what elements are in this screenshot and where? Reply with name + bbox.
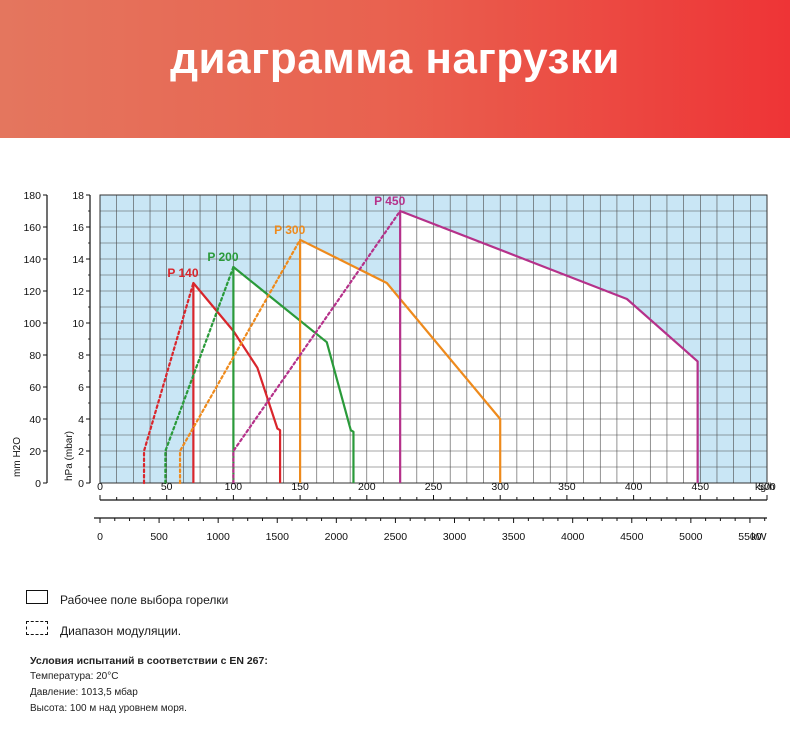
legend-modulation-swatch (26, 621, 48, 635)
hpa-tick-label: 14 (72, 254, 84, 266)
plot-frame (99, 194, 768, 484)
kw-tick-label: 1000 (206, 531, 230, 543)
kw-tick-label: 2500 (384, 531, 408, 543)
series-working-field-0 (192, 281, 282, 483)
legend-working-field-swatch (26, 590, 48, 604)
series-modulation-2 (178, 238, 302, 485)
mm-tick-label: 60 (29, 382, 41, 394)
hpa-tick-label: 0 (78, 478, 84, 490)
page-title: диаграмма нагрузки (170, 34, 620, 83)
kg-tick-label: 150 (291, 481, 309, 493)
kw-tick-label: 2000 (325, 531, 349, 543)
kg-tick-label: 50 (161, 481, 173, 493)
series-working-field-3 (399, 209, 699, 483)
series-label-1: P 200 (207, 250, 238, 264)
series-label-0: P 140 (167, 266, 198, 280)
hpa-tick-label: 12 (72, 286, 84, 298)
test-conditions-title: Условия испытаний в соответствии с EN 26… (30, 655, 268, 667)
kw-tick-label: 0 (97, 531, 103, 543)
kw-tick-label: 4500 (620, 531, 644, 543)
hpa-tick-label: 6 (78, 382, 84, 394)
mm-tick-label: 0 (35, 478, 41, 490)
kg-tick-label: 200 (358, 481, 376, 493)
test-conditions-pressure: Давление: 1013,5 мбар (30, 687, 138, 698)
mm-tick-label: 180 (23, 190, 41, 202)
mm-tick-label: 100 (23, 318, 41, 330)
series-modulation-1 (164, 265, 235, 485)
mm-tick-label: 120 (23, 286, 41, 298)
kg-tick-label: 500 (758, 481, 776, 493)
kg-tick-label: 0 (97, 481, 103, 493)
mm-tick-label: 20 (29, 446, 41, 458)
hpa-tick-label: 16 (72, 222, 84, 234)
kw-tick-label: 5500 (738, 531, 762, 543)
kw-tick-label: 1500 (266, 531, 290, 543)
test-conditions-temperature: Температура: 20°C (30, 671, 119, 682)
kw-tick-label: 5000 (679, 531, 703, 543)
working-field-fill-3 (400, 211, 698, 483)
series-working-field-2 (299, 238, 502, 483)
header-banner: диаграмма нагрузки (0, 0, 790, 138)
kw-tick-label: 3500 (502, 531, 526, 543)
hpa-tick-label: 2 (78, 446, 84, 458)
hpa-tick-label: 18 (72, 190, 84, 202)
hpa-axis-title: hPa (mbar) (64, 431, 75, 481)
mm-axis-title: mm H2O (12, 437, 23, 477)
series-modulation-0 (142, 281, 195, 485)
kw-axis-title: kW (751, 531, 766, 543)
kg-axis-title: kg/h (755, 481, 775, 493)
hpa-tick-label: 4 (78, 414, 84, 426)
mm-tick-label: 80 (29, 350, 41, 362)
kw-tick-label: 3000 (443, 531, 467, 543)
load-diagram-chart: P 140 P 200 P 300 P 450 0 2 4 6 8 10 12 14 16 18 hPa (… (12, 190, 776, 543)
hpa-tick-label: 10 (72, 318, 84, 330)
kw-tick-label: 500 (150, 531, 168, 543)
mm-tick-label: 40 (29, 414, 41, 426)
series-label-3: P 450 (374, 194, 405, 208)
kw-tick-label: 4000 (561, 531, 585, 543)
mm-tick-label: 140 (23, 254, 41, 266)
series-modulation-3 (232, 209, 402, 485)
kg-tick-label: 400 (625, 481, 643, 493)
kg-tick-label: 350 (558, 481, 576, 493)
mm-tick-label: 160 (23, 222, 41, 234)
hpa-tick-label: 8 (78, 350, 84, 362)
series-working-field-1 (232, 265, 355, 483)
legend-modulation-label: Диапазон модуляции. (60, 624, 182, 638)
kg-tick-label: 300 (491, 481, 509, 493)
kg-tick-label: 250 (425, 481, 443, 493)
kg-tick-label: 100 (225, 481, 243, 493)
legend-working-field-label: Рабочее поле выбора горелки (60, 593, 229, 607)
kg-tick-label: 450 (692, 481, 710, 493)
test-conditions-altitude: Высота: 100 м над уровнем моря. (30, 703, 187, 714)
series-label-2: P 300 (274, 223, 305, 237)
